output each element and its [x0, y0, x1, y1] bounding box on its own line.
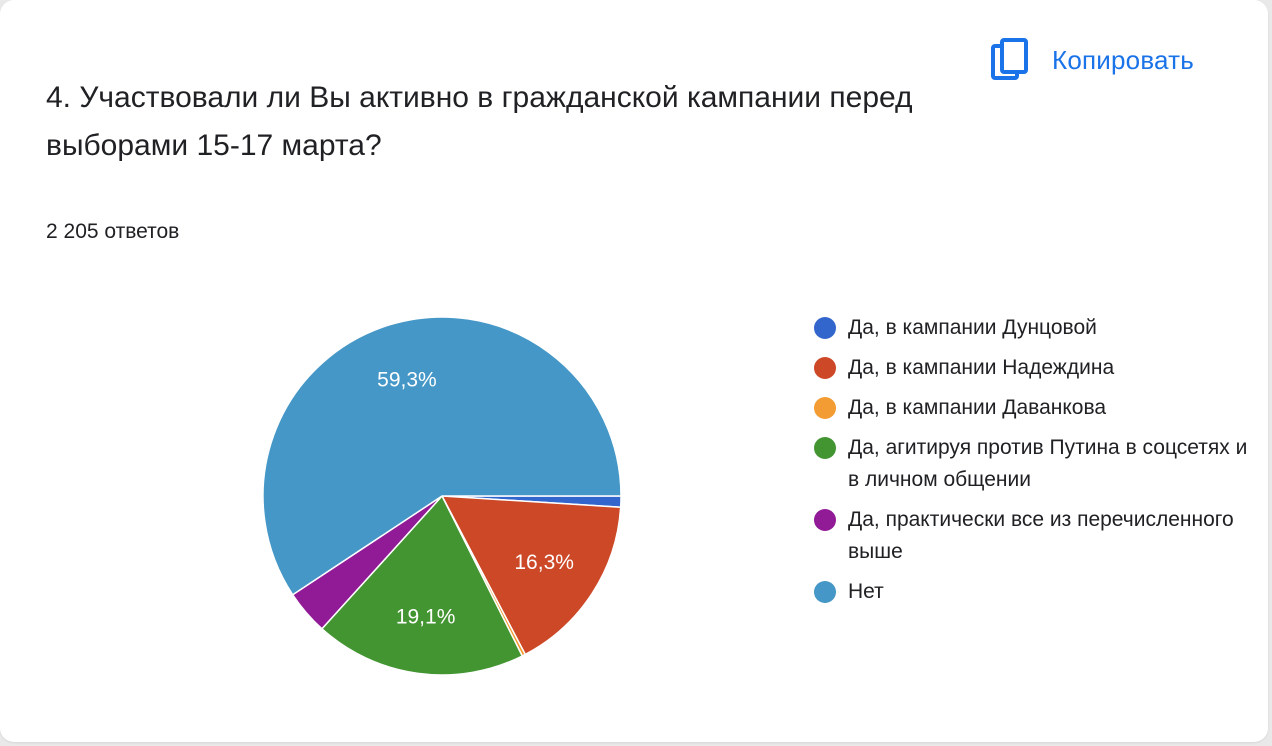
legend-label: Да, в кампании Надеждина	[848, 356, 1115, 379]
legend-label: Да, агитируя против Путина в соцсетях и …	[848, 436, 1248, 491]
legend-label: Да, практически все из перечисленного вы…	[848, 508, 1234, 563]
legend-swatch	[814, 397, 836, 419]
pie-slice-1[interactable]	[440, 495, 622, 656]
pie-slice-3[interactable]	[320, 494, 524, 676]
legend-swatch	[814, 317, 836, 339]
legend-item-2[interactable]: Да, в кампании Даванкова	[814, 392, 1254, 424]
chart-legend: Да, в кампании Дунцовой Да, в кампании На…	[814, 312, 1254, 616]
legend-label: Да, в кампании Даванкова	[848, 396, 1107, 419]
copy-button[interactable]: Копировать	[990, 38, 1194, 82]
legend-item-0[interactable]: Да, в кампании Дунцовой	[814, 312, 1254, 344]
legend-swatch	[814, 437, 836, 459]
legend-item-3[interactable]: Да, агитируя против Путина в соцсетях и …	[814, 432, 1254, 496]
legend-item-4[interactable]: Да, практически все из перечисленного вы…	[814, 504, 1254, 568]
legend-item-1[interactable]: Да, в кампании Надеждина	[814, 352, 1254, 384]
legend-label: Да, в кампании Дунцовой	[848, 316, 1097, 339]
copy-icon	[991, 38, 1028, 80]
copy-label: Копировать	[1052, 44, 1194, 75]
legend-swatch	[814, 357, 836, 379]
pie-slice-5[interactable]	[262, 316, 622, 596]
legend-swatch	[814, 581, 836, 603]
legend-label: Нет	[848, 580, 884, 603]
legend-swatch	[814, 509, 836, 531]
legend-item-5[interactable]: Нет	[814, 576, 1254, 608]
question-title: 4. Участвовали ли Вы активно в гражданск…	[46, 81, 913, 162]
response-count: 2 205 ответов	[46, 220, 180, 243]
